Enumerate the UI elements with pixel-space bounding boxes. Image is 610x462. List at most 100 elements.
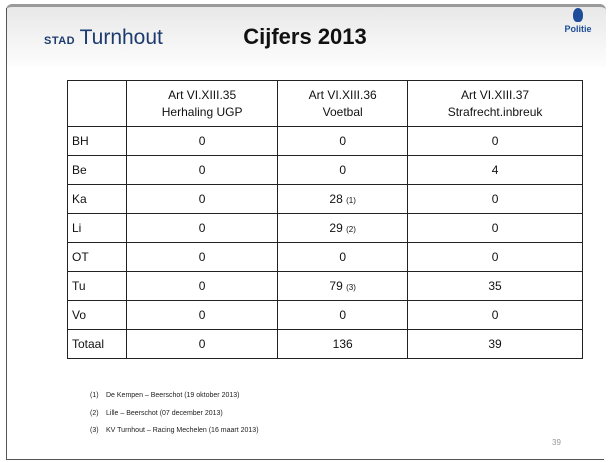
column-label: Voetbal — [322, 104, 363, 119]
footnote-marker: (3) — [90, 427, 99, 434]
page-number: 39 — [552, 438, 561, 447]
table-cell: 0 — [407, 242, 583, 272]
column-code: Art VI.XIII.36 — [308, 87, 377, 102]
cell-value: 0 — [491, 308, 499, 322]
table-cell: 0 — [125, 329, 279, 359]
table-cell: 79 (3) — [277, 271, 409, 301]
row-label: OT — [67, 242, 127, 272]
cell-value: 79 — [329, 279, 343, 293]
data-table: Art VI.XIII.35 Herhaling UGP Art VI.XIII.3… — [67, 80, 583, 359]
cell-note: (2) — [346, 225, 356, 234]
column-code: Art VI.XIII.35 — [168, 87, 237, 102]
table-cell: 0 — [407, 300, 583, 330]
logo-main: Turnhout — [79, 26, 163, 49]
cell-value: 0 — [339, 134, 347, 148]
table-row: Be 0 0 4 — [67, 155, 583, 185]
table-row: BH 0 0 0 — [67, 126, 583, 156]
table-cell: 0 — [125, 184, 279, 214]
table-cell: 0 — [277, 126, 409, 156]
cell-value: 35 — [488, 279, 502, 293]
table-cell: 0 — [125, 300, 279, 330]
row-label: Be — [67, 155, 127, 185]
table-cell: 4 — [407, 155, 583, 185]
column-code: Art VI.XIII.37 — [461, 87, 530, 102]
column-label: Herhaling UGP — [161, 104, 243, 119]
footnote-text: Lille – Beerschot (07 december 2013) — [106, 409, 223, 417]
cell-value: 0 — [339, 308, 347, 322]
cell-value: 0 — [339, 250, 347, 264]
footnote-marker: (1) — [90, 392, 99, 399]
footnote: (2) Lille – Beerschot (07 december 2013) — [90, 410, 259, 428]
row-label: Totaal — [67, 329, 127, 359]
slide-frame — [6, 8, 604, 460]
cell-value: 0 — [198, 279, 206, 293]
cell-value: 0 — [491, 250, 499, 264]
cell-value: 0 — [198, 308, 206, 322]
footnote-text: KV Turnhout – Racing Mechelen (16 maart … — [106, 427, 259, 434]
cell-value: 0 — [198, 221, 206, 235]
row-label: Vo — [67, 300, 127, 330]
cell-value: 0 — [198, 250, 206, 264]
cell-value: 39 — [488, 337, 502, 351]
footnotes: (1) De Kempen – Beerschot (19 oktober 201… — [90, 392, 259, 445]
row-label: BH — [67, 126, 127, 156]
slide-title: Cijfers 2013 — [243, 24, 367, 49]
header-row: Art VI.XIII.35 Herhaling UGP Art VI.XIII.3… — [67, 80, 583, 127]
table-row: OT 0 0 0 — [67, 242, 583, 272]
row-label: Li — [67, 213, 127, 243]
table-cell: 0 — [407, 126, 583, 156]
footnote-text: De Kempen – Beerschot (19 oktober 2013) — [106, 392, 240, 399]
table-cell: 39 — [407, 329, 583, 359]
table-cell: 29 (2) — [277, 213, 409, 243]
table-cell: 0 — [125, 213, 279, 243]
table-cell: 0 — [125, 242, 279, 272]
cell-value: 0 — [491, 192, 499, 206]
table-row: Vo 0 0 0 — [67, 300, 583, 330]
cell-value: 136 — [332, 337, 353, 351]
footnote-marker: (2) — [90, 409, 99, 417]
table-row: Totaal 0 136 39 — [67, 329, 583, 359]
row-label: Tu — [67, 271, 127, 301]
header-band — [6, 4, 606, 67]
table-cell: 0 — [125, 155, 279, 185]
cell-note: (3) — [346, 283, 356, 292]
cell-value: 0 — [339, 163, 347, 177]
cell-value: 0 — [198, 192, 206, 206]
table-cell: 0 — [407, 213, 583, 243]
table-cell: 28 (1) — [277, 184, 409, 214]
table-row: Ka 0 28 (1) 0 — [67, 184, 583, 214]
column-header: Art VI.XIII.37 Strafrecht.inbreuk — [407, 80, 583, 127]
table-cell: 0 — [277, 155, 409, 185]
table-cell: 0 — [125, 271, 279, 301]
cell-value: 0 — [198, 163, 206, 177]
cell-value: 0 — [491, 221, 499, 235]
column-header: Art VI.XIII.35 Herhaling UGP — [125, 80, 279, 127]
table-cell: 136 — [277, 329, 409, 359]
footnote: (1) De Kempen – Beerschot (19 oktober 201… — [90, 392, 259, 410]
cell-value: 28 — [329, 192, 343, 206]
police-logo: Politie — [558, 8, 598, 34]
logo-small: STAD — [44, 35, 76, 47]
cell-value: 29 — [329, 221, 343, 235]
table-cell: 0 — [407, 184, 583, 214]
column-label: Strafrecht.inbreuk — [447, 104, 543, 119]
table-row: Tu 0 79 (3) 35 — [67, 271, 583, 301]
police-badge — [573, 8, 583, 22]
city-logo: STAD Turnhout — [44, 26, 163, 50]
cell-note: (1) — [346, 196, 356, 205]
cell-value: 0 — [198, 337, 206, 351]
cell-value: 0 — [198, 134, 206, 148]
corner-cell — [67, 80, 127, 127]
column-header: Art VI.XIII.36 Voetbal — [277, 80, 409, 127]
footnote: (3) KV Turnhout – Racing Mechelen (16 maa… — [90, 427, 259, 445]
table-cell: 0 — [277, 242, 409, 272]
table-row: Li 0 29 (2) 0 — [67, 213, 583, 243]
row-label: Ka — [67, 184, 127, 214]
cell-value: 4 — [491, 163, 499, 177]
police-text: Politie — [564, 24, 592, 34]
table-cell: 0 — [125, 126, 279, 156]
cell-value: 0 — [491, 134, 499, 148]
table-cell: 35 — [407, 271, 583, 301]
table-cell: 0 — [277, 300, 409, 330]
